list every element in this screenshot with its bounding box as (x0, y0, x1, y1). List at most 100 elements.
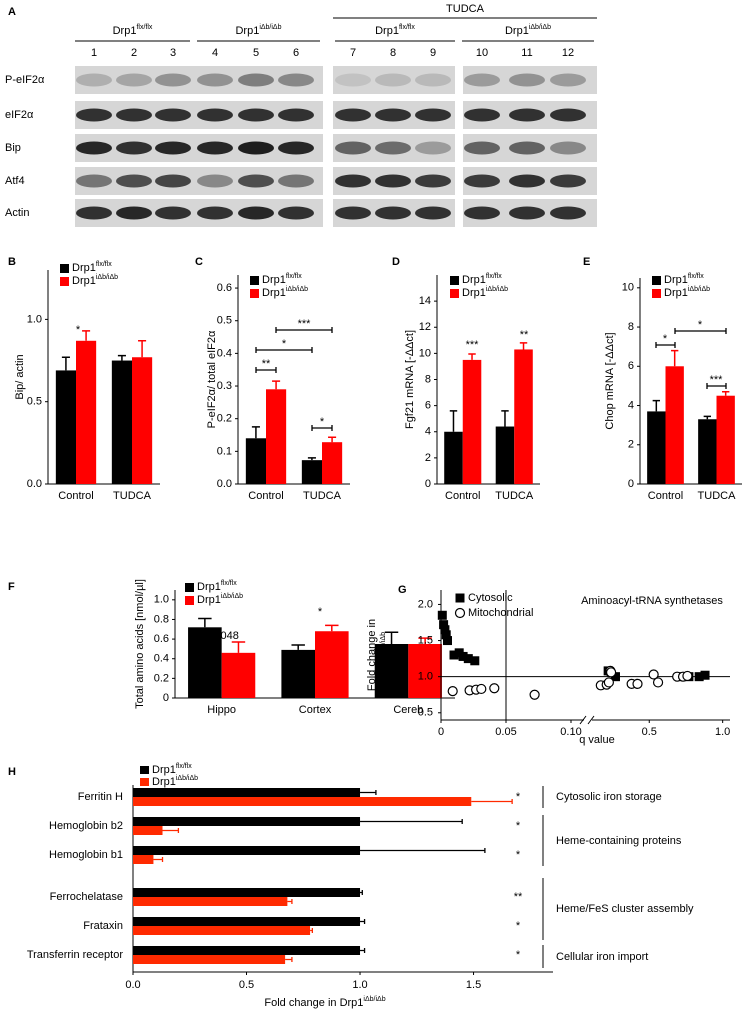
row-label: Actin (5, 207, 29, 219)
error-bar (138, 340, 147, 358)
bar (374, 644, 409, 698)
row-label: Atf4 (5, 175, 25, 187)
y-tick-label: 0.4 (154, 653, 169, 665)
bar (132, 357, 153, 484)
point (443, 636, 452, 646)
y-axis-label-sup: iΔb/iΔb (380, 632, 387, 654)
x-tick-label: 1.5 (466, 979, 481, 991)
legend-label: Drp1iΔb/iΔb (462, 286, 508, 299)
blot-band (76, 141, 112, 155)
blot-band (464, 174, 500, 188)
error-bar (671, 349, 679, 367)
blot-band (116, 73, 152, 87)
point (447, 686, 458, 697)
y-tick-label: 0.0 (217, 478, 232, 490)
x-tick-label: TUDCA (303, 490, 342, 502)
lane-number: 1 (91, 47, 97, 59)
blot-band (238, 206, 274, 220)
group-label-sup: flx/flx (136, 24, 152, 31)
legend-swatch (60, 277, 69, 286)
error-bar (360, 819, 463, 824)
y-tick-label: 12 (419, 321, 431, 333)
x-tick-label: 0 (438, 726, 444, 738)
y-tick-label: Ferrochelatase (50, 891, 123, 903)
error-bar (310, 928, 314, 933)
error-bar (360, 948, 366, 953)
y-tick-label: 0 (628, 478, 634, 490)
row-label: P-eIF2α (5, 74, 45, 86)
blot-band (197, 73, 233, 87)
error-bar (468, 353, 476, 360)
significance-bracket (255, 347, 313, 353)
y-tick-label: 0.8 (154, 613, 169, 625)
blot-band (550, 206, 586, 220)
point (529, 689, 540, 700)
group-label: Drp1flx/flx (375, 24, 415, 37)
group-label: Drp1flx/flx (113, 24, 153, 37)
point (470, 656, 480, 666)
legend-label-sup: iΔb/iΔb (486, 286, 508, 293)
point (652, 677, 664, 688)
legend-swatch (185, 583, 194, 592)
legend-label: Drp1flx/flx (262, 273, 302, 286)
legend-label-sup: flx/flx (688, 273, 704, 280)
point (437, 610, 447, 620)
error-bar (360, 848, 486, 853)
y-tick-label: 8 (628, 321, 634, 333)
blot-band (116, 141, 152, 155)
panel-label: C (195, 256, 203, 268)
x-tick-label: 1.0 (352, 979, 367, 991)
y-tick-label: 0.5 (27, 396, 42, 408)
y-axis-label: Fgf21 mRNA [-ΔΔct] (404, 330, 416, 429)
panel-label: D (392, 256, 400, 268)
y-tick-label: 1.0 (27, 313, 42, 325)
blot-band (464, 141, 500, 155)
blot-band (415, 174, 451, 188)
y-axis-label: P-eIF2α/ total eIF2α (206, 330, 218, 428)
legend-label-base: Drp1 (72, 262, 96, 274)
treatment-label: TUDCA (446, 3, 485, 15)
y-tick-label: 0.0 (27, 478, 42, 490)
group-label-base: Drp1 (375, 25, 399, 37)
y-tick-label: 1.0 (418, 671, 433, 683)
group-label-base: Drp1 (235, 25, 259, 37)
legend-label: Drp1iΔb/iΔb (197, 593, 243, 606)
error-bar (418, 637, 432, 644)
blot-band (238, 141, 274, 155)
y-tick-label: 0.4 (217, 347, 232, 359)
legend-label-sup: iΔb/iΔb (286, 286, 308, 293)
blot-band (155, 73, 191, 87)
significance-label: * (516, 949, 521, 961)
error-bar (61, 356, 70, 371)
blot-band (116, 206, 152, 220)
bar (647, 411, 666, 484)
significance-label: * (282, 338, 287, 350)
legend-label: Drp1flx/flx (72, 261, 112, 274)
significance-label: * (516, 791, 521, 803)
lane-number: 10 (476, 47, 488, 59)
significance-label: *** (466, 339, 480, 351)
y-tick-label: 6 (628, 360, 634, 372)
blot-band (415, 206, 451, 220)
bar (266, 389, 287, 484)
legend-swatch (250, 276, 259, 285)
x-tick-label: 0.10 (560, 726, 581, 738)
error-bar (471, 799, 513, 804)
legend-label: Drp1flx/flx (197, 580, 237, 593)
bar (133, 846, 361, 855)
blot-band (76, 174, 112, 188)
group-label: Drp1iΔb/iΔb (505, 24, 551, 37)
y-tick-label: 2 (425, 452, 431, 464)
y-tick-label: 4 (628, 399, 634, 411)
blot-band (238, 174, 274, 188)
panel-label: B (8, 256, 16, 268)
legend-label-sup: iΔb/iΔb (688, 286, 710, 293)
blot-band (116, 174, 152, 188)
group-label: Heme/FeS cluster assembly (556, 903, 694, 915)
blot-strip (75, 66, 323, 94)
error-bar (287, 899, 293, 904)
y-tick-label: 1.5 (418, 634, 433, 646)
group-label-base: Drp1 (505, 25, 529, 37)
blot-band (155, 206, 191, 220)
blot-band (197, 174, 233, 188)
